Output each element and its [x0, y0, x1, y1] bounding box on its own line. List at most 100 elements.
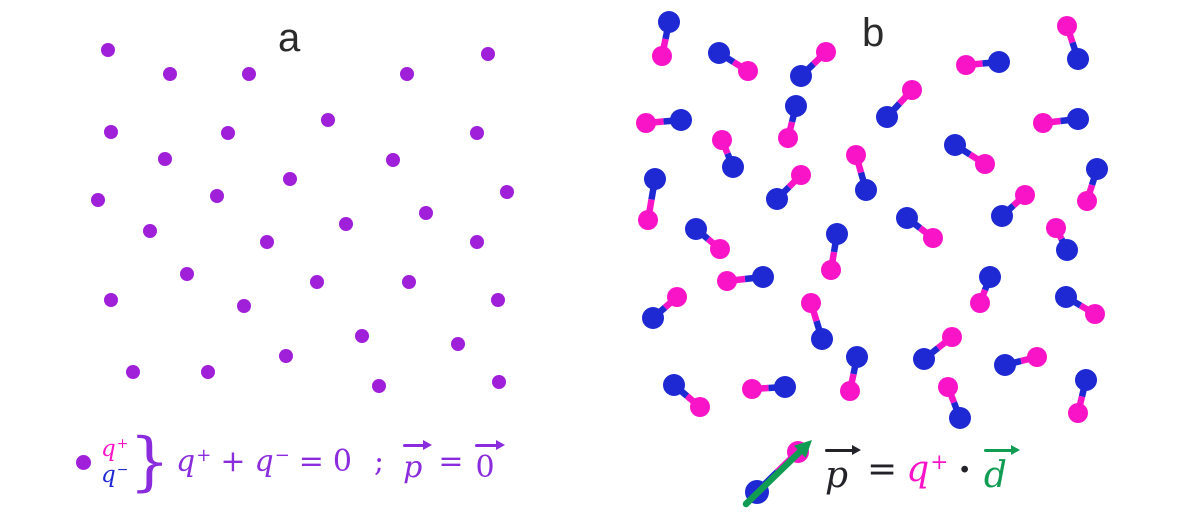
- negative-charge-dot: [991, 205, 1013, 227]
- dipole-molecule: [1055, 286, 1105, 324]
- positive-charge-dot: [840, 381, 860, 401]
- dipole-molecule: [913, 327, 962, 370]
- negative-charge-symbol: q−: [101, 461, 128, 488]
- negative-charge-dot: [988, 51, 1010, 73]
- dipole-molecule: [717, 266, 774, 291]
- p-symbol: p: [403, 450, 423, 485]
- q-plus-base: q: [101, 435, 116, 462]
- neutral-molecule-dot: [91, 193, 105, 207]
- neutral-molecule-dot: [310, 275, 324, 289]
- neutral-molecule-dot: [143, 224, 157, 238]
- dipole-molecule: [991, 185, 1035, 227]
- dipole-molecule: [938, 377, 971, 429]
- dipole-molecule: [685, 218, 730, 259]
- positive-charge-dot: [712, 130, 732, 150]
- zero-vector-value: 0: [475, 450, 495, 485]
- neutral-molecule-dot: [126, 365, 140, 379]
- negative-charge-dot: [670, 109, 692, 131]
- positive-charge-dot: [636, 113, 656, 133]
- negative-charge-dot: [979, 266, 1001, 288]
- positive-charge-dot: [778, 128, 798, 148]
- positive-charge-dot: [821, 260, 841, 280]
- neutral-molecule-dot: [402, 275, 416, 289]
- formula-panel-a: q+ q− } q+ + q− = 0 ; p = 0: [76, 422, 505, 502]
- neutral-molecule-dot: [339, 217, 353, 231]
- positive-charge-dot: [1077, 191, 1097, 211]
- negative-charge-dot: [1086, 158, 1108, 180]
- positive-charge-dot: [975, 154, 995, 174]
- dipole-molecule: [970, 266, 1001, 313]
- negative-charge-dot: [685, 218, 707, 240]
- dipole-molecule: [896, 207, 943, 248]
- panel-b-dipoles: [636, 11, 1108, 429]
- negative-charge-dot: [855, 179, 877, 201]
- dipole-legend-figure: [742, 440, 812, 508]
- dipole-molecule: [840, 346, 868, 401]
- neutral-molecule-dot: [283, 172, 297, 186]
- dipole-molecule: [663, 374, 710, 417]
- positive-charge-dot: [738, 61, 758, 81]
- neutral-molecule-dot: [158, 152, 172, 166]
- negative-charge-dot: [1075, 369, 1097, 391]
- positive-charge-dot: [923, 228, 943, 248]
- positive-charge-dot: [1068, 403, 1088, 423]
- neutral-molecule-dot: [221, 126, 235, 140]
- zero-vector: 0: [472, 439, 505, 485]
- negative-charge-dot: [1067, 108, 1089, 130]
- dipole-moment-arrow-head: [793, 440, 812, 458]
- negative-charge-dot: [994, 354, 1016, 376]
- displacement-vector: d: [981, 444, 1021, 494]
- positive-charge-dot: [1085, 304, 1105, 324]
- positive-charge-dot: [690, 397, 710, 417]
- dipole-molecule: [742, 376, 796, 399]
- neutral-molecule-dot: [419, 206, 433, 220]
- dipole-moment-arrow-shaft: [742, 446, 806, 508]
- negative-charge-dot: [708, 42, 730, 64]
- positive-charge-dot: [791, 165, 811, 185]
- neutral-molecule-dot: [400, 67, 414, 81]
- panel-b-label: b: [862, 11, 885, 55]
- negative-charge-dot: [1055, 286, 1077, 308]
- positive-charge-symbol: q+: [101, 435, 129, 462]
- p-vector: p: [400, 439, 433, 485]
- curly-brace: }: [129, 424, 171, 499]
- negative-charge-dot: [846, 346, 868, 368]
- eq-q2: q: [254, 444, 274, 479]
- neutral-molecule-dot: [355, 329, 369, 343]
- equals-operator-b: =: [867, 449, 898, 490]
- dipole-molecule: [1068, 369, 1097, 423]
- dipole-molecule: [994, 347, 1047, 376]
- positive-charge-dot: [667, 287, 687, 307]
- eq-q2-sup: −: [274, 445, 290, 467]
- negative-charge-dot: [944, 134, 966, 156]
- dipole-molecule: [876, 80, 922, 128]
- neutral-molecule-dot: [104, 293, 118, 307]
- neutral-molecule-dot: [260, 235, 274, 249]
- p-symbol-b: p: [825, 455, 849, 496]
- positive-charge-dot: [1033, 113, 1053, 133]
- charge-sum-equation: q+ + q− = 0: [176, 447, 352, 477]
- positive-charge-dot: [938, 377, 958, 397]
- q-plus-sup: +: [116, 435, 129, 452]
- eq-q1-sup: +: [196, 445, 212, 467]
- negative-charge-dot: [1056, 239, 1078, 261]
- positive-charge-dot: [1015, 185, 1035, 205]
- dipole-molecule: [636, 109, 692, 133]
- negative-charge-dot: [826, 223, 848, 245]
- negative-charge-dot: [658, 11, 680, 33]
- q-minus-base: q: [101, 461, 116, 488]
- neutral-molecule-dot: [470, 235, 484, 249]
- neutral-molecule-dot: [210, 189, 224, 203]
- negative-charge-dot: [663, 374, 685, 396]
- neutral-molecule-dot: [481, 47, 495, 61]
- neutral-molecule-dot: [180, 267, 194, 281]
- dipole-moment-vector: p: [822, 444, 862, 496]
- dipole-molecule: [638, 168, 666, 230]
- dot-product-operator: ·: [958, 449, 971, 491]
- neutral-molecule-dot: [470, 126, 484, 140]
- neutral-molecule-dot: [237, 299, 251, 313]
- neutral-molecule-dot: [242, 67, 256, 81]
- negative-charge-dot: [774, 376, 796, 398]
- formula-panel-b: p = q+ · d: [822, 438, 1021, 502]
- charge-stack: q+ q−: [101, 435, 129, 488]
